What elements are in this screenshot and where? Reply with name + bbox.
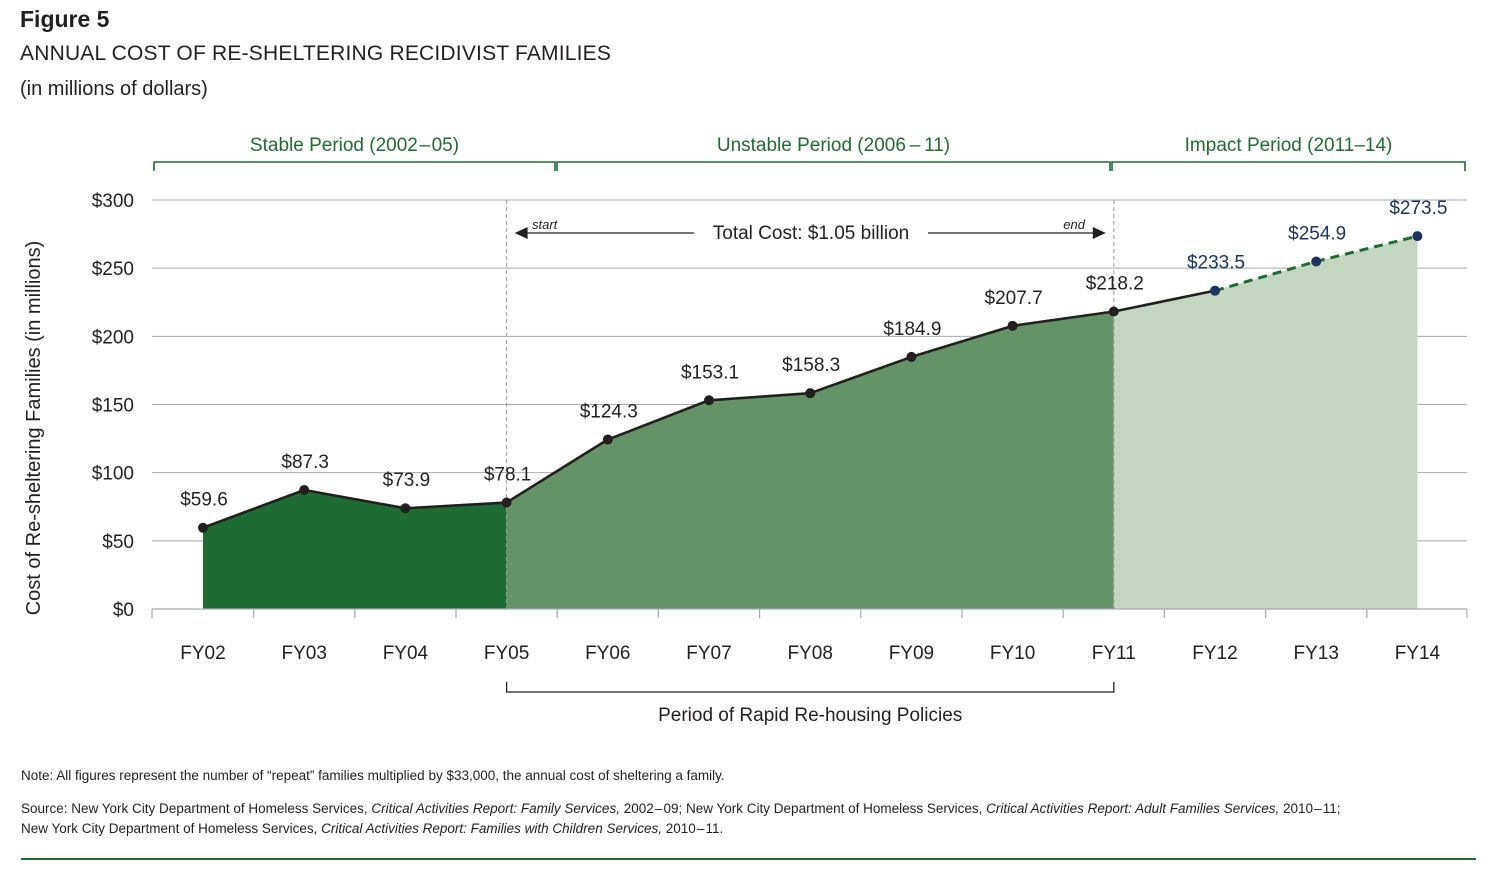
area-chart: $0 $50 $100 $150 $200 $250 $300 $59.6 $87.3 $73.9…	[23, 135, 1468, 726]
x-tick-label: FY07	[686, 643, 731, 664]
footer-rule	[21, 858, 1476, 860]
data-point	[299, 484, 310, 495]
data-label: $233.5	[1187, 253, 1245, 274]
x-tick-label: FY04	[383, 643, 429, 664]
x-tick-label: FY14	[1395, 643, 1441, 664]
period-label: Impact Period (2011–14)	[1185, 135, 1393, 156]
series-line-segment	[1113, 289, 1216, 313]
source-line2-prefix: New York City Department of Homeless Ser…	[21, 821, 322, 836]
data-label: $158.3	[782, 355, 840, 376]
x-tick-label: FY03	[281, 643, 326, 664]
data-label: $87.3	[281, 452, 329, 473]
period-label: Stable Period (2002 – 05)	[250, 135, 459, 156]
data-point	[906, 351, 917, 362]
figure-label: Figure 5	[20, 6, 110, 32]
period-area-3	[1113, 236, 1418, 609]
x-tick-label: FY08	[787, 643, 832, 664]
y-tick-label: $100	[92, 464, 134, 485]
source-mid-2: 2010 – 11;	[1279, 801, 1341, 816]
data-point	[198, 522, 208, 533]
period-area-1	[203, 489, 507, 609]
source-title-3: Critical Activities Report: Families wit…	[321, 821, 662, 836]
source-mid-1: 2002 – 09; New York City Department of H…	[619, 801, 987, 816]
data-label: $153.1	[681, 362, 739, 383]
data-point	[1007, 320, 1018, 331]
period-bracket	[1111, 161, 1466, 171]
period-label: Unstable Period (2006 – 11)	[717, 135, 950, 156]
data-point	[805, 388, 816, 399]
source-suffix: 2010 – 11.	[661, 821, 724, 836]
data-point	[501, 497, 512, 508]
y-axis-title: Cost of Re-sheltering Families (in milli…	[23, 241, 45, 616]
data-label: $124.3	[580, 402, 638, 423]
data-point	[704, 395, 714, 406]
x-tick-label: FY13	[1293, 643, 1338, 664]
data-label: $78.1	[484, 465, 532, 486]
rapid-rehousing-bracket	[505, 682, 1115, 693]
y-tick-label: $50	[102, 532, 134, 553]
rapid-rehousing-label: Period of Rapid Re-housing Policies	[658, 705, 962, 726]
period-bracket	[556, 161, 1111, 171]
chart-source: Source: New York City Department of Home…	[21, 799, 1461, 839]
x-tick-label: FY09	[889, 643, 934, 664]
start-label: start	[532, 217, 559, 232]
y-tick-label: $150	[92, 396, 134, 417]
x-tick-label: FY02	[180, 643, 225, 664]
annotation-arrowhead-right	[1092, 227, 1106, 239]
y-tick-label: $250	[92, 259, 134, 280]
x-tick-label: FY06	[585, 643, 630, 664]
data-point	[1210, 285, 1220, 296]
chart-subtitle: (in millions of dollars)	[20, 78, 208, 100]
x-tick-label: FY12	[1192, 643, 1237, 664]
y-tick-label: $0	[113, 600, 134, 621]
period-area-2	[506, 311, 1114, 609]
chart-note: Note: All figures represent the number o…	[21, 768, 725, 783]
end-label: end	[1063, 217, 1085, 232]
data-label: $59.6	[180, 490, 228, 511]
data-point	[602, 434, 613, 445]
annotation-arrowhead-left	[514, 227, 528, 239]
data-label: $73.9	[383, 470, 431, 491]
data-label: $254.9	[1288, 223, 1346, 244]
x-tick-label: FY05	[484, 643, 529, 664]
source-title-1: Critical Activities Report: Family Servi…	[371, 801, 620, 816]
y-tick-label: $300	[92, 191, 134, 212]
data-label: $218.2	[1086, 274, 1144, 295]
data-point	[400, 503, 411, 514]
source-title-2: Critical Activities Report: Adult Famili…	[986, 801, 1280, 816]
x-tick-label: FY10	[990, 643, 1035, 664]
period-bracket	[153, 161, 556, 171]
data-point	[1311, 256, 1322, 267]
x-tick-label: FY11	[1092, 643, 1136, 664]
data-label: $273.5	[1389, 198, 1447, 219]
data-point	[1412, 231, 1423, 242]
data-point	[1108, 306, 1119, 317]
data-label: $184.9	[883, 319, 941, 340]
data-label: $207.7	[985, 288, 1043, 309]
series-line	[202, 310, 1114, 529]
y-tick-label: $200	[92, 327, 134, 348]
chart-title: ANNUAL COST OF RE-SHELTERING RECIDIVIST …	[20, 42, 612, 65]
source-prefix: Source: New York City Department of Home…	[21, 801, 372, 816]
total-cost-label: Total Cost: $1.05 billion	[713, 223, 909, 244]
